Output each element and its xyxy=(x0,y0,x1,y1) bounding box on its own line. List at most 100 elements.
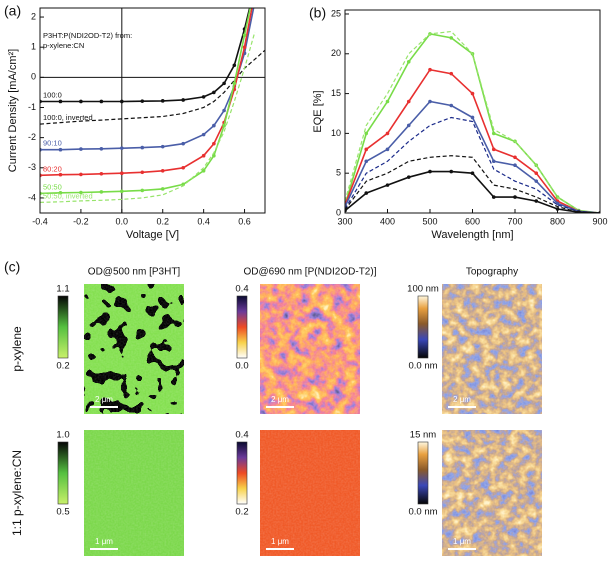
series-line xyxy=(345,155,600,213)
marker xyxy=(555,201,560,206)
legend-label: 50:50 xyxy=(43,182,62,191)
marker xyxy=(181,98,185,102)
marker xyxy=(99,190,104,194)
scale-bar-label: 2 μm xyxy=(271,395,289,404)
marker xyxy=(534,179,539,183)
x-axis-label: Wavelength [nm] xyxy=(431,229,513,241)
x-tick-label: 900 xyxy=(592,216,607,226)
scale-bar-label: 1 μm xyxy=(271,537,289,546)
marker xyxy=(99,172,104,176)
map-noise xyxy=(442,430,542,556)
colorbar xyxy=(57,441,69,505)
colorbar-max: 1.0 xyxy=(56,430,69,441)
x-tick-label: 800 xyxy=(550,216,565,226)
marker xyxy=(79,99,83,104)
map-image xyxy=(442,284,542,414)
marker xyxy=(364,147,369,152)
colorbar xyxy=(417,295,429,359)
marker xyxy=(385,147,390,152)
colorbar-min: 0.0 nm xyxy=(408,507,437,518)
series-line xyxy=(40,49,265,125)
series-line xyxy=(40,31,256,203)
series-line xyxy=(345,68,600,213)
map-image xyxy=(260,430,360,556)
legend-label: 50:50, inverted xyxy=(43,191,93,200)
axes-frame xyxy=(39,7,266,214)
marker xyxy=(491,159,496,164)
series-line xyxy=(40,8,251,103)
marker xyxy=(232,81,237,86)
marker xyxy=(222,123,226,128)
column-header: OD@690 nm [P(NDI2OD-T2)] xyxy=(244,267,377,278)
marker xyxy=(385,183,390,187)
x-tick-label: 500 xyxy=(422,216,437,226)
marker xyxy=(99,146,104,151)
colorbar-min: 0.5 xyxy=(56,507,69,518)
y-tick-label: -1 xyxy=(28,102,36,112)
marker xyxy=(201,168,206,173)
map-image xyxy=(84,284,184,414)
marker xyxy=(181,141,185,146)
map-noise xyxy=(260,284,360,414)
marker xyxy=(120,99,124,104)
marker xyxy=(534,171,539,175)
x-tick-label: 600 xyxy=(465,216,480,226)
map-noise xyxy=(260,430,360,556)
marker xyxy=(58,172,63,177)
scale-bar-label: 2 μm xyxy=(95,395,113,404)
colorbar-min: 0.2 xyxy=(235,507,248,518)
colorbar-max: 1.1 xyxy=(56,284,69,295)
map-noise xyxy=(84,284,184,414)
marker xyxy=(491,195,496,199)
marker xyxy=(222,81,226,86)
map-noise xyxy=(84,430,184,556)
panel-label: (c) xyxy=(4,259,20,275)
legend-label: 100:0 xyxy=(43,90,62,99)
marker xyxy=(160,144,165,149)
marker xyxy=(212,90,216,95)
y-tick-label: 5 xyxy=(336,168,341,178)
y-tick-label: 1 xyxy=(31,42,36,52)
marker xyxy=(181,165,185,170)
x-tick-label: 700 xyxy=(507,216,522,226)
marker xyxy=(364,159,369,164)
marker xyxy=(470,91,475,96)
marker xyxy=(428,99,432,104)
y-tick-label: 0 xyxy=(31,72,36,82)
colorbar-min: 0.2 xyxy=(56,361,69,372)
marker xyxy=(242,33,247,37)
marker xyxy=(513,155,517,160)
colorbar-max: 100 nm xyxy=(407,284,439,295)
y-tick-label: 0 xyxy=(336,207,341,217)
y-tick-label: -3 xyxy=(28,162,36,172)
marker xyxy=(160,187,165,191)
marker xyxy=(428,67,432,72)
colorbar-max: 0.4 xyxy=(235,430,248,441)
colorbar xyxy=(236,441,248,505)
marker xyxy=(449,103,454,108)
series-line xyxy=(40,8,253,177)
marker xyxy=(513,163,517,168)
row-label: p-xylene xyxy=(10,326,24,372)
y-axis-label: Current Density [mA/cm²] xyxy=(7,49,19,172)
marker xyxy=(513,195,517,199)
y-tick-label: 15 xyxy=(331,88,341,98)
marker xyxy=(232,63,237,68)
map-image xyxy=(84,430,184,556)
marker xyxy=(576,210,581,213)
marker xyxy=(120,189,124,194)
colorbar xyxy=(236,295,248,359)
legend-label: 100:0, inverted xyxy=(43,113,93,122)
scale-bar-label: 1 μm xyxy=(95,537,113,546)
x-tick-label: 0.0 xyxy=(116,216,129,226)
y-tick-label: -2 xyxy=(28,132,36,142)
marker xyxy=(364,191,369,195)
marker xyxy=(385,99,390,104)
map-image xyxy=(442,430,542,556)
colorbar-max: 15 nm xyxy=(410,430,436,441)
marker xyxy=(406,99,411,104)
colorbar xyxy=(57,295,69,359)
scale-bar-label: 2 μm xyxy=(453,395,471,404)
x-axis-label: Voltage [V] xyxy=(126,229,179,241)
